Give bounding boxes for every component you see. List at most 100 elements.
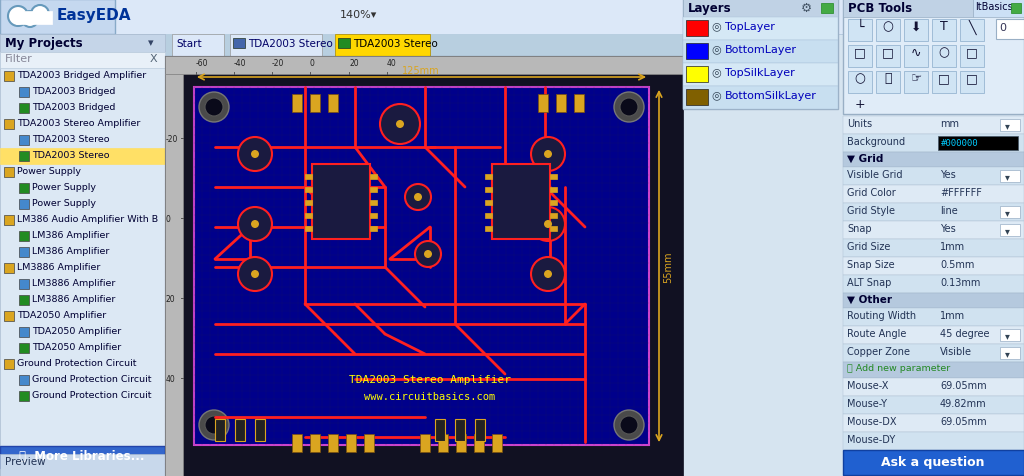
- Text: Grid Style: Grid Style: [847, 206, 895, 216]
- Text: www.circuitbasics.com: www.circuitbasics.com: [365, 391, 496, 401]
- Text: ⬜: ⬜: [885, 72, 892, 85]
- Bar: [475, 419, 485, 441]
- Bar: [19, 327, 29, 337]
- Bar: [19, 279, 29, 289]
- Circle shape: [620, 99, 638, 117]
- Text: Ground Protection Circuit: Ground Protection Circuit: [17, 358, 136, 367]
- Bar: [848, 46, 872, 68]
- Text: BottomLayer: BottomLayer: [725, 45, 797, 55]
- Bar: [686, 90, 708, 106]
- Text: Filter: Filter: [5, 54, 33, 64]
- Text: LM3886 Amplifier: LM3886 Amplifier: [17, 262, 100, 271]
- Circle shape: [531, 258, 565, 291]
- Text: 40: 40: [387, 59, 396, 68]
- Bar: [843, 414, 1024, 432]
- Bar: [821, 4, 833, 14]
- Text: ▾: ▾: [1005, 208, 1010, 218]
- Bar: [843, 276, 1024, 293]
- Bar: [843, 308, 1024, 327]
- Bar: [305, 200, 312, 206]
- Bar: [305, 175, 312, 179]
- Text: TDA2003 Bridged: TDA2003 Bridged: [32, 87, 116, 96]
- Circle shape: [238, 138, 272, 172]
- Bar: [686, 44, 708, 60]
- Text: ∿: ∿: [910, 46, 922, 60]
- Text: Route Angle: Route Angle: [847, 328, 906, 338]
- Text: 0: 0: [999, 23, 1006, 33]
- Circle shape: [414, 194, 422, 201]
- Text: Yes: Yes: [940, 224, 955, 234]
- Bar: [961, 46, 984, 68]
- Bar: [961, 20, 984, 42]
- Bar: [305, 214, 312, 218]
- Text: -40: -40: [234, 59, 247, 68]
- Bar: [19, 104, 29, 114]
- Bar: [843, 378, 1024, 396]
- Bar: [843, 293, 1024, 308]
- Text: TDA2003 Stereo Amplifier: TDA2003 Stereo Amplifier: [17, 119, 140, 128]
- Text: EasyEDA: EasyEDA: [57, 8, 131, 23]
- Text: Power Supply: Power Supply: [32, 183, 96, 192]
- Bar: [843, 117, 1024, 476]
- Text: ➕ Add new parameter: ➕ Add new parameter: [847, 363, 950, 372]
- Bar: [843, 432, 1024, 450]
- Bar: [683, 64, 838, 87]
- Text: Mouse-X: Mouse-X: [847, 380, 889, 390]
- Text: 0.13mm: 0.13mm: [940, 278, 980, 288]
- Bar: [492, 434, 502, 452]
- Bar: [364, 434, 374, 452]
- Text: Units: Units: [847, 119, 872, 129]
- Circle shape: [614, 93, 644, 123]
- Bar: [310, 95, 319, 113]
- Bar: [904, 20, 928, 42]
- Bar: [0, 35, 165, 53]
- Bar: [843, 362, 1024, 378]
- Bar: [485, 175, 492, 179]
- Bar: [233, 39, 245, 49]
- Text: mm: mm: [940, 119, 959, 129]
- Text: 140%▾: 140%▾: [340, 10, 378, 20]
- Text: Layers: Layers: [688, 2, 731, 15]
- Text: -60: -60: [196, 59, 209, 68]
- Text: LM3886 Amplifier: LM3886 Amplifier: [32, 278, 116, 288]
- Text: Ground Protection Circuit: Ground Protection Circuit: [32, 390, 152, 399]
- Text: Visible Grid: Visible Grid: [847, 169, 902, 179]
- Text: 20: 20: [349, 59, 358, 68]
- Bar: [556, 95, 566, 113]
- Text: 0: 0: [310, 59, 314, 68]
- Bar: [165, 57, 683, 75]
- Text: Yes: Yes: [940, 169, 955, 179]
- Bar: [19, 199, 29, 209]
- Text: 1mm: 1mm: [940, 310, 966, 320]
- Text: └: └: [856, 20, 864, 33]
- Bar: [683, 0, 838, 110]
- Circle shape: [531, 138, 565, 172]
- Bar: [574, 95, 584, 113]
- Bar: [1000, 120, 1020, 132]
- Text: TDA2050 Amplifier: TDA2050 Amplifier: [32, 327, 121, 335]
- Bar: [370, 227, 377, 231]
- Text: Grid Size: Grid Size: [847, 241, 891, 251]
- Bar: [485, 188, 492, 193]
- Text: TopSilkLayer: TopSilkLayer: [725, 68, 795, 78]
- Bar: [843, 327, 1024, 344]
- Bar: [843, 221, 1024, 239]
- Bar: [961, 72, 984, 94]
- Bar: [996, 20, 1024, 40]
- Text: ○: ○: [939, 46, 949, 60]
- Circle shape: [205, 416, 223, 434]
- Bar: [843, 344, 1024, 362]
- Bar: [1000, 329, 1020, 341]
- Bar: [0, 0, 1024, 35]
- Circle shape: [251, 270, 259, 278]
- Bar: [165, 57, 683, 476]
- Bar: [1000, 225, 1020, 237]
- Bar: [485, 214, 492, 218]
- Text: 55mm: 55mm: [663, 251, 673, 282]
- Text: ╲: ╲: [969, 20, 976, 35]
- Circle shape: [531, 208, 565, 241]
- Text: Mouse-DY: Mouse-DY: [847, 434, 895, 444]
- Bar: [255, 419, 265, 441]
- Bar: [843, 135, 1024, 153]
- Text: ▼ Other: ▼ Other: [847, 294, 892, 304]
